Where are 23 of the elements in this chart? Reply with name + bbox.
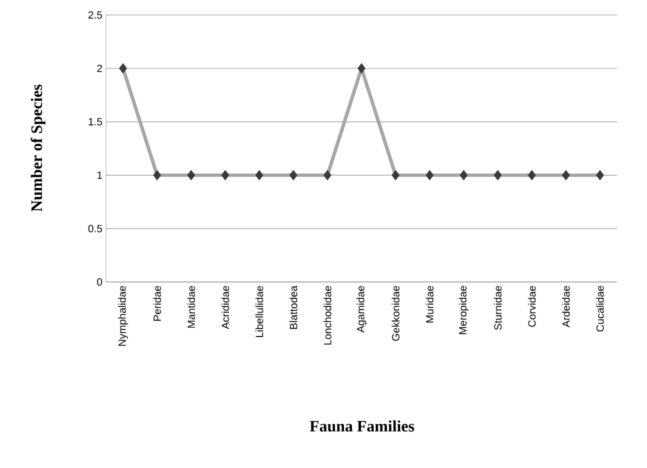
x-tick-label: Lonchodidae — [324, 286, 332, 345]
x-tick-label: Mantidae — [187, 286, 196, 328]
y-tick-label: 1 — [97, 172, 102, 179]
y-tick-label: 0.5 — [88, 224, 102, 232]
x-tick-label: Blattodea — [290, 286, 298, 329]
x-tick-label: Corvidae — [528, 286, 536, 327]
y-axis-title: Number of Species — [30, 84, 46, 212]
x-tick-label: Ardeidae — [562, 286, 570, 328]
x-tick-label: Agamidae — [356, 286, 366, 333]
x-tick-label: Acrididae — [221, 286, 230, 330]
x-tick-label: Cucalidae — [596, 286, 604, 332]
x-tick-label: Gekkonidae — [392, 286, 400, 341]
x-axis-title: Fauna Families — [310, 420, 414, 432]
y-tick-label: 0 — [97, 278, 102, 286]
x-tick-label: Peridae — [153, 286, 161, 321]
y-tick-label: 2.5 — [88, 11, 102, 19]
x-tick-label: Sturnidae — [494, 286, 502, 330]
x-tick-label: Meropidae — [458, 286, 469, 334]
x-tick-label: Muridae — [426, 286, 434, 322]
y-tick-label: 1.5 — [88, 118, 102, 126]
y-tick-label: 2 — [97, 64, 102, 72]
x-tick-label: Nymphalidae — [118, 286, 128, 346]
x-tick-label: Libellulidae — [255, 286, 264, 337]
